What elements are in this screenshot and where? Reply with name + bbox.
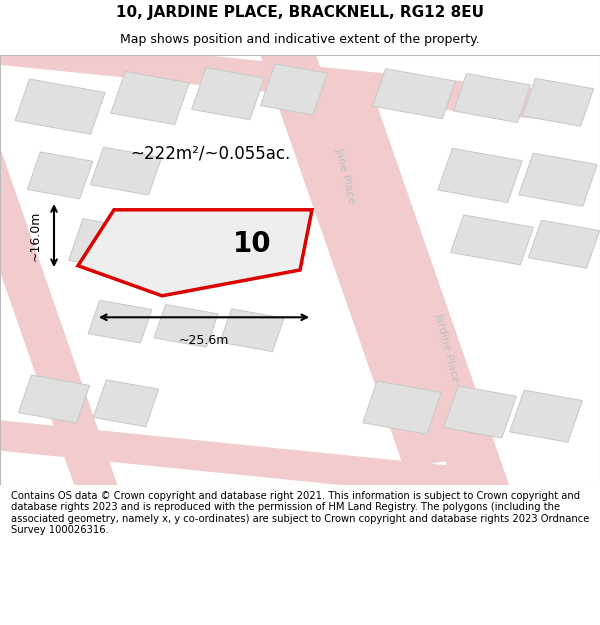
Polygon shape: [451, 215, 533, 265]
Polygon shape: [373, 69, 455, 119]
Polygon shape: [363, 381, 441, 434]
Polygon shape: [260, 64, 328, 115]
Polygon shape: [27, 152, 93, 199]
Polygon shape: [15, 79, 105, 134]
Polygon shape: [68, 219, 136, 270]
Polygon shape: [93, 380, 159, 427]
Text: Jane Place: Jane Place: [333, 146, 357, 204]
Polygon shape: [454, 74, 530, 122]
Text: 10: 10: [233, 230, 271, 258]
Text: ~25.6m: ~25.6m: [179, 334, 229, 348]
Text: 10, JARDINE PLACE, BRACKNELL, RG12 8EU: 10, JARDINE PLACE, BRACKNELL, RG12 8EU: [116, 4, 484, 19]
Text: Map shows position and indicative extent of the property.: Map shows position and indicative extent…: [120, 33, 480, 46]
Text: ~222m²/~0.055ac.: ~222m²/~0.055ac.: [130, 145, 290, 163]
Polygon shape: [0, 402, 480, 498]
Polygon shape: [111, 71, 189, 124]
Polygon shape: [319, 88, 545, 598]
Polygon shape: [509, 390, 583, 442]
Polygon shape: [220, 309, 284, 352]
Polygon shape: [523, 78, 593, 126]
Text: ~16.0m: ~16.0m: [29, 211, 42, 261]
Polygon shape: [0, 17, 539, 119]
Text: Contains OS data © Crown copyright and database right 2021. This information is : Contains OS data © Crown copyright and d…: [11, 491, 589, 536]
Polygon shape: [88, 300, 152, 343]
Polygon shape: [0, 24, 131, 532]
Polygon shape: [78, 210, 312, 296]
Polygon shape: [519, 153, 597, 206]
Polygon shape: [19, 375, 89, 423]
Polygon shape: [154, 304, 218, 348]
Text: Jardine Place: Jardine Place: [433, 311, 461, 384]
Polygon shape: [215, 0, 457, 469]
Polygon shape: [187, 216, 257, 264]
Polygon shape: [529, 220, 599, 268]
Polygon shape: [191, 68, 265, 120]
Polygon shape: [91, 147, 161, 195]
Polygon shape: [443, 386, 517, 438]
Polygon shape: [438, 148, 522, 202]
